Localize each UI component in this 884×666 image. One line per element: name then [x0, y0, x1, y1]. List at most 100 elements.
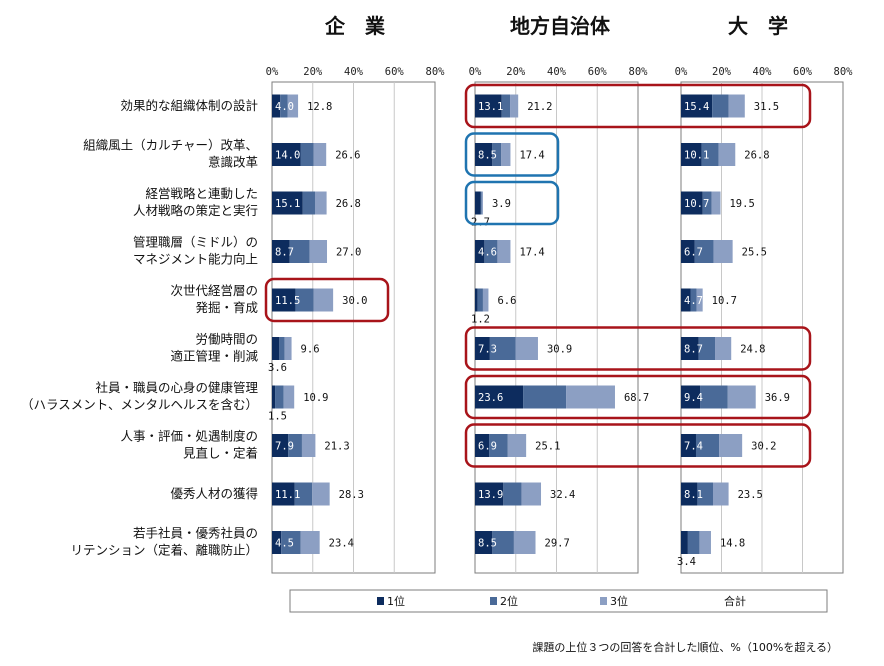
total-value-label: 12.8 — [307, 101, 332, 113]
legend-swatch — [377, 597, 384, 605]
total-value-label: 30.2 — [751, 441, 776, 453]
bar-rank1 — [272, 288, 296, 312]
category-label: 効果的な組織体制の設計 — [120, 98, 258, 113]
axis-tick-label: 20% — [303, 66, 323, 78]
bar-rank3 — [313, 143, 327, 166]
rank1-value-label: 11.1 — [275, 489, 300, 501]
bar-rank1 — [681, 240, 695, 263]
bar-rank3 — [287, 94, 299, 118]
total-value-label: 26.8 — [744, 150, 769, 162]
rank1-value-label: 7.3 — [478, 344, 497, 356]
data-labels: 4.0 12.8 14.0 26.6 15.1 26.8 8.7 27.0 11.5 30.0 3.… — [268, 101, 790, 568]
rank1-value-label: 6.9 — [478, 441, 497, 453]
bar-rank1 — [681, 191, 703, 215]
bar-rank2 — [289, 240, 310, 263]
highlight-box — [464, 326, 812, 371]
category-label: 人事・評価・処遇制度の見直し・定着 — [120, 429, 258, 461]
rank1-value-label: 2.7 — [471, 217, 490, 229]
bar-rank1 — [272, 240, 290, 263]
category-label-line: （ハラスメント、メンタルヘルスを含む） — [21, 397, 258, 412]
highlight-box — [464, 374, 812, 420]
total-value-label: 23.5 — [738, 489, 763, 501]
highlight-box — [464, 180, 560, 226]
total-value-label: 25.1 — [535, 441, 560, 453]
rank1-value-label: 3.4 — [677, 556, 696, 568]
highlight-box — [464, 132, 560, 177]
category-label-line: 人材戦略の策定と実行 — [133, 203, 258, 218]
legend-label: 1位 — [387, 594, 405, 608]
rank1-value-label: 7.4 — [684, 441, 703, 453]
total-value-label: 6.6 — [497, 295, 516, 307]
rank1-value-label: 4.7 — [684, 295, 703, 307]
bar-rank1 — [272, 94, 281, 118]
category-label-line: 管理職層（ミドル）の — [133, 235, 258, 250]
bar-rank3 — [566, 385, 615, 409]
highlight-box — [464, 423, 812, 468]
bar-rank2 — [701, 143, 719, 166]
axis-tick-label: 40% — [753, 66, 773, 78]
bar-rank1 — [681, 288, 691, 312]
bar-rank1 — [272, 482, 295, 506]
total-value-label: 9.6 — [301, 344, 320, 356]
category-label: 経営戦略と連動した人材戦略の策定と実行 — [133, 186, 258, 218]
bar-rank2 — [300, 143, 314, 166]
bar-rank2 — [288, 434, 302, 457]
rank1-value-label: 8.7 — [275, 247, 294, 259]
bar-rank3 — [696, 288, 703, 312]
total-value-label: 68.7 — [624, 392, 649, 404]
category-label-line: 若手社員・優秀社員の — [133, 526, 258, 541]
category-label-line: 発掘・育成 — [195, 300, 258, 315]
bar-rank3 — [313, 288, 334, 312]
bar-rank1 — [475, 482, 504, 506]
bar-rank1 — [272, 385, 276, 409]
rank1-value-label: 23.6 — [478, 392, 503, 404]
bar-rank1 — [475, 434, 490, 457]
rank1-value-label: 6.7 — [684, 247, 703, 259]
total-value-label: 10.7 — [712, 295, 737, 307]
rank1-value-label: 4.0 — [275, 101, 294, 113]
bar-rank3 — [300, 531, 320, 554]
bar-rank3 — [728, 94, 745, 118]
bar-rank2 — [302, 191, 315, 215]
total-value-label: 30.9 — [547, 344, 572, 356]
category-label-line: 見直し・定着 — [183, 446, 258, 461]
bar-rank2 — [694, 240, 714, 263]
bar-rank3 — [711, 191, 721, 215]
axis-tick-label: 80% — [834, 66, 854, 78]
rank1-value-label: 8.1 — [684, 489, 703, 501]
bar-rank2 — [279, 337, 285, 360]
bar-rank1 — [272, 337, 280, 360]
total-value-label: 19.5 — [729, 198, 754, 210]
bar-rank2 — [700, 385, 728, 409]
total-value-label: 30.0 — [342, 295, 367, 307]
bar-rank3 — [718, 143, 736, 166]
total-value-label: 28.3 — [339, 489, 364, 501]
total-value-label: 32.4 — [550, 489, 575, 501]
bar-rank3 — [712, 482, 729, 506]
bar-rank2 — [687, 531, 700, 554]
total-value-label: 17.4 — [519, 150, 544, 162]
rank1-value-label: 10.7 — [684, 198, 709, 210]
category-label-line: リテンション（定着、離職防止） — [70, 543, 258, 558]
axis-tick-label: 20% — [506, 66, 526, 78]
category-label-line: 人事・評価・処遇制度の — [120, 429, 258, 444]
rank1-value-label: 13.1 — [478, 101, 503, 113]
bar-rank3 — [510, 94, 519, 118]
rank1-value-label: 7.9 — [275, 441, 294, 453]
rank1-value-label: 14.0 — [275, 150, 300, 162]
rank1-value-label: 8.5 — [478, 150, 497, 162]
axis-tick-label: 80% — [426, 66, 446, 78]
category-label: 社員・職員の心身の健康管理 （ハラスメント、メンタルヘルスを含む） — [21, 380, 259, 412]
total-value-label: 31.5 — [754, 101, 779, 113]
bar-rank2 — [477, 288, 483, 312]
bar-rank2 — [492, 531, 514, 554]
bar-rank2 — [698, 337, 716, 360]
bar-rank3 — [314, 191, 327, 215]
bar-rank2 — [484, 240, 498, 263]
total-value-label: 27.0 — [336, 247, 361, 259]
rank1-value-label: 3.6 — [268, 362, 287, 374]
axis-tick-label: 20% — [712, 66, 732, 78]
category-label: 優秀人材の獲得 — [170, 486, 258, 501]
category-label-line: 次世代経営層の — [170, 283, 258, 298]
